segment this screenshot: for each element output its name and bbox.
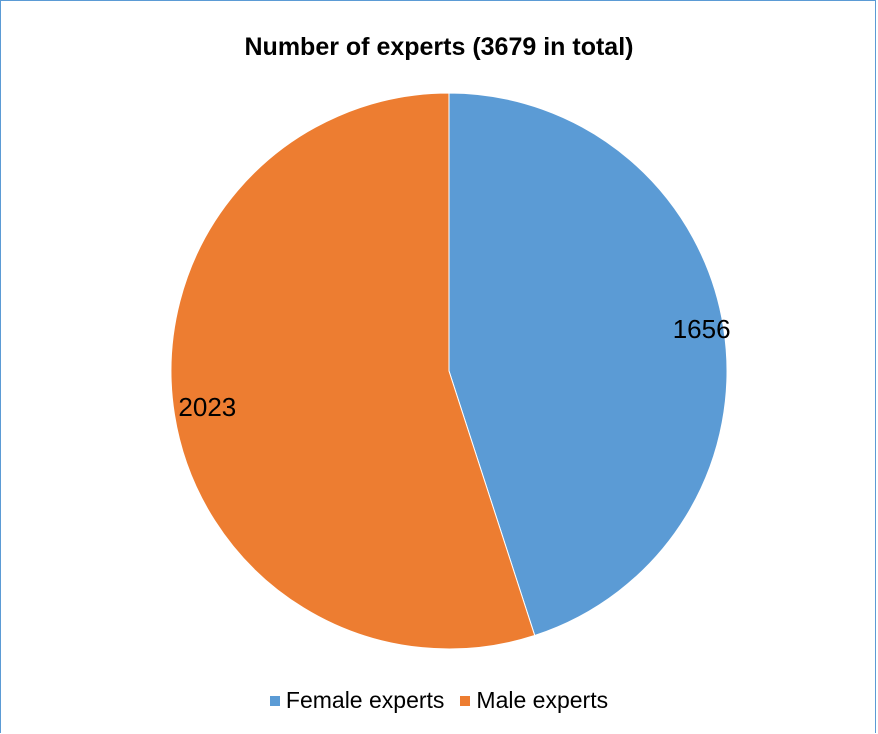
pie-slice-male — [170, 92, 536, 650]
legend-label-female: Female experts — [285, 687, 445, 713]
legend-item-male: Male experts — [460, 687, 608, 714]
chart-title: Number of experts (3679 in total) — [244, 33, 634, 61]
legend-swatch-female — [269, 695, 280, 706]
data-label-male: 2023 — [178, 392, 236, 422]
legend-item-female: Female experts — [269, 687, 445, 714]
legend-label-male: Male experts — [476, 687, 609, 713]
pie-slice-female — [448, 92, 728, 637]
legend-swatch-male — [460, 695, 471, 706]
legend: Female experts Male experts — [1, 687, 877, 714]
data-label-female: 1656 — [673, 314, 731, 344]
